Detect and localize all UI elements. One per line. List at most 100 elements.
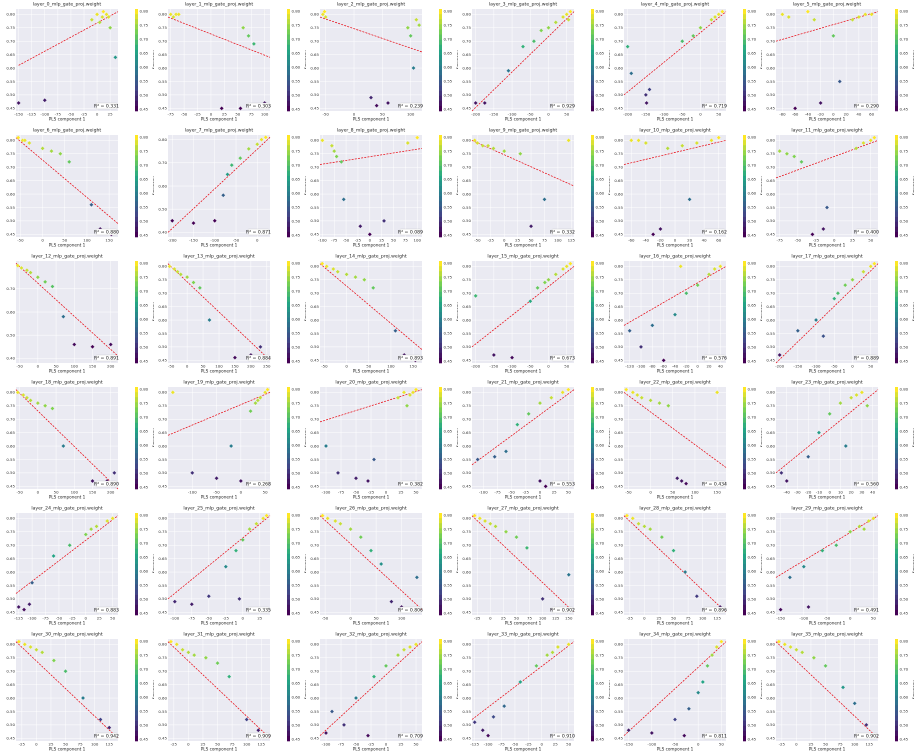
colorbar-segment — [743, 422, 746, 429]
colorbar-segment — [439, 327, 442, 333]
colorbar-segment — [743, 558, 746, 565]
data-point — [821, 226, 826, 232]
x-tick-label: -60 — [792, 112, 799, 117]
colorbar-segment — [591, 342, 594, 348]
colorbar-segment — [591, 543, 594, 549]
data-point — [167, 264, 172, 269]
colorbar-segment — [135, 191, 138, 197]
colorbar-segment — [591, 186, 594, 192]
colorbar-segment — [135, 357, 138, 364]
data-point — [215, 661, 220, 666]
colorbar-segment — [895, 463, 898, 469]
colorbar-segment — [287, 54, 290, 61]
chart-title: layer_27_mlp_gate_proj.weight — [487, 506, 559, 512]
y-tick-label: 0.70 — [158, 417, 167, 422]
colorbar-segment — [287, 317, 290, 323]
x-tick-label: 125 — [568, 238, 576, 243]
y-tick-label: 0.60 — [462, 569, 471, 574]
x-tick-label: 0 — [649, 490, 652, 495]
data-point — [837, 79, 842, 84]
colorbar-segment — [591, 80, 594, 86]
x-tick-label: -80 — [649, 364, 656, 369]
data-point — [90, 344, 95, 349]
y-tick-label: 0.60 — [462, 191, 471, 196]
data-point — [97, 20, 102, 25]
colorbar-segment — [135, 226, 138, 233]
x-axis-label: PLS component 1 — [505, 369, 542, 374]
colorbar-segment — [439, 468, 442, 474]
colorbar-tick-label: 0.55 — [900, 582, 909, 587]
colorbar-tick-label: 0.80 — [292, 260, 301, 265]
plot-area — [16, 387, 118, 489]
colorbar-segment — [135, 327, 138, 333]
colorbar-tick-label: 0.50 — [292, 722, 301, 727]
colorbar-segment — [135, 342, 138, 348]
x-tick-label: -150 — [489, 364, 498, 369]
y-tick-label: 0.55 — [462, 583, 471, 588]
x-tick-label: 25 — [200, 742, 205, 747]
x-axis-label: PLS component 1 — [201, 747, 238, 752]
data-point — [491, 714, 496, 719]
y-tick-label: 0.75 — [766, 655, 775, 660]
colorbar-segment — [895, 599, 898, 606]
colorbar-segment — [895, 155, 898, 161]
y-tick-label: 0.70 — [766, 165, 775, 170]
y-tick-label: 0.65 — [766, 304, 775, 309]
x-tick-label: 0 — [697, 742, 700, 747]
data-point — [176, 12, 181, 17]
colorbar-tick-label: 0.45 — [900, 736, 909, 741]
data-point — [368, 95, 374, 100]
colorbar-tick-label: 0.45 — [748, 610, 757, 615]
colorbar-segment — [743, 221, 746, 228]
y-tick-label: 0.80 — [6, 12, 15, 17]
r2-box — [399, 102, 422, 110]
y-tick-label: 0.45 — [462, 106, 471, 111]
colorbar-tick-label: 0.60 — [140, 442, 149, 447]
data-point — [233, 548, 239, 553]
y-tick-label: 0.45 — [310, 610, 319, 615]
y-tick-label: 0.45 — [462, 232, 471, 237]
colorbar-segment — [591, 49, 594, 56]
colorbar-segment — [895, 659, 898, 665]
data-point — [545, 652, 550, 658]
data-point — [365, 733, 371, 738]
data-point — [238, 478, 243, 484]
colorbar-segment — [135, 19, 138, 25]
y-tick-label: 0.50 — [766, 218, 775, 223]
chart-title: layer_11_mlp_gate_proj.weight — [791, 128, 863, 134]
colorbar-segment — [895, 191, 898, 197]
y-tick-label: 0.75 — [766, 277, 775, 282]
scatter-panel: layer_12_mlp_gate_proj.weight -50 0 50 100 15… — [2, 252, 154, 378]
colorbar-segment — [895, 558, 898, 565]
x-tick-label: 40 — [702, 238, 707, 243]
scatter-chart: layer_12_mlp_gate_proj.weight-50 0 50 100 15… — [6, 254, 154, 374]
x-tick-label: 75 — [527, 616, 532, 621]
colorbar-tick-label: 0.45 — [444, 232, 453, 237]
r2-box — [551, 480, 574, 488]
regression-line — [775, 641, 879, 739]
colorbar-segment — [439, 473, 442, 480]
x-tick-label: 50 — [201, 364, 206, 369]
x-tick-label: -75 — [189, 616, 196, 621]
colorbar-tick-label: 0.75 — [596, 22, 605, 27]
x-tick-label: 50 — [366, 364, 371, 369]
colorbar-segment — [287, 281, 290, 287]
data-point — [491, 352, 496, 358]
colorbar-segment — [743, 387, 746, 393]
x-axis-label: PLS component 1 — [49, 747, 86, 752]
x-tick-label: -50 — [824, 616, 831, 621]
y-tick-label: 0.55 — [766, 709, 775, 714]
scatter-chart: layer_11_mlp_gate_proj.weight-75 -50 -25 0 2… — [766, 128, 914, 248]
x-tick-label: 100 — [91, 742, 99, 747]
colorbar-segment — [895, 170, 898, 177]
colorbar-segment — [591, 659, 594, 665]
data-point — [566, 642, 571, 647]
colorbar-segment — [135, 659, 138, 665]
colorbar-segment — [287, 221, 290, 228]
data-point — [329, 143, 335, 148]
colorbar-segment — [287, 140, 290, 146]
scatter-panel: layer_9_mlp_gate_proj.weight -50 -25 0 25 50 7… — [458, 126, 610, 252]
colorbar-tick-label: 0.75 — [900, 652, 909, 657]
colorbar-segment — [895, 322, 898, 328]
